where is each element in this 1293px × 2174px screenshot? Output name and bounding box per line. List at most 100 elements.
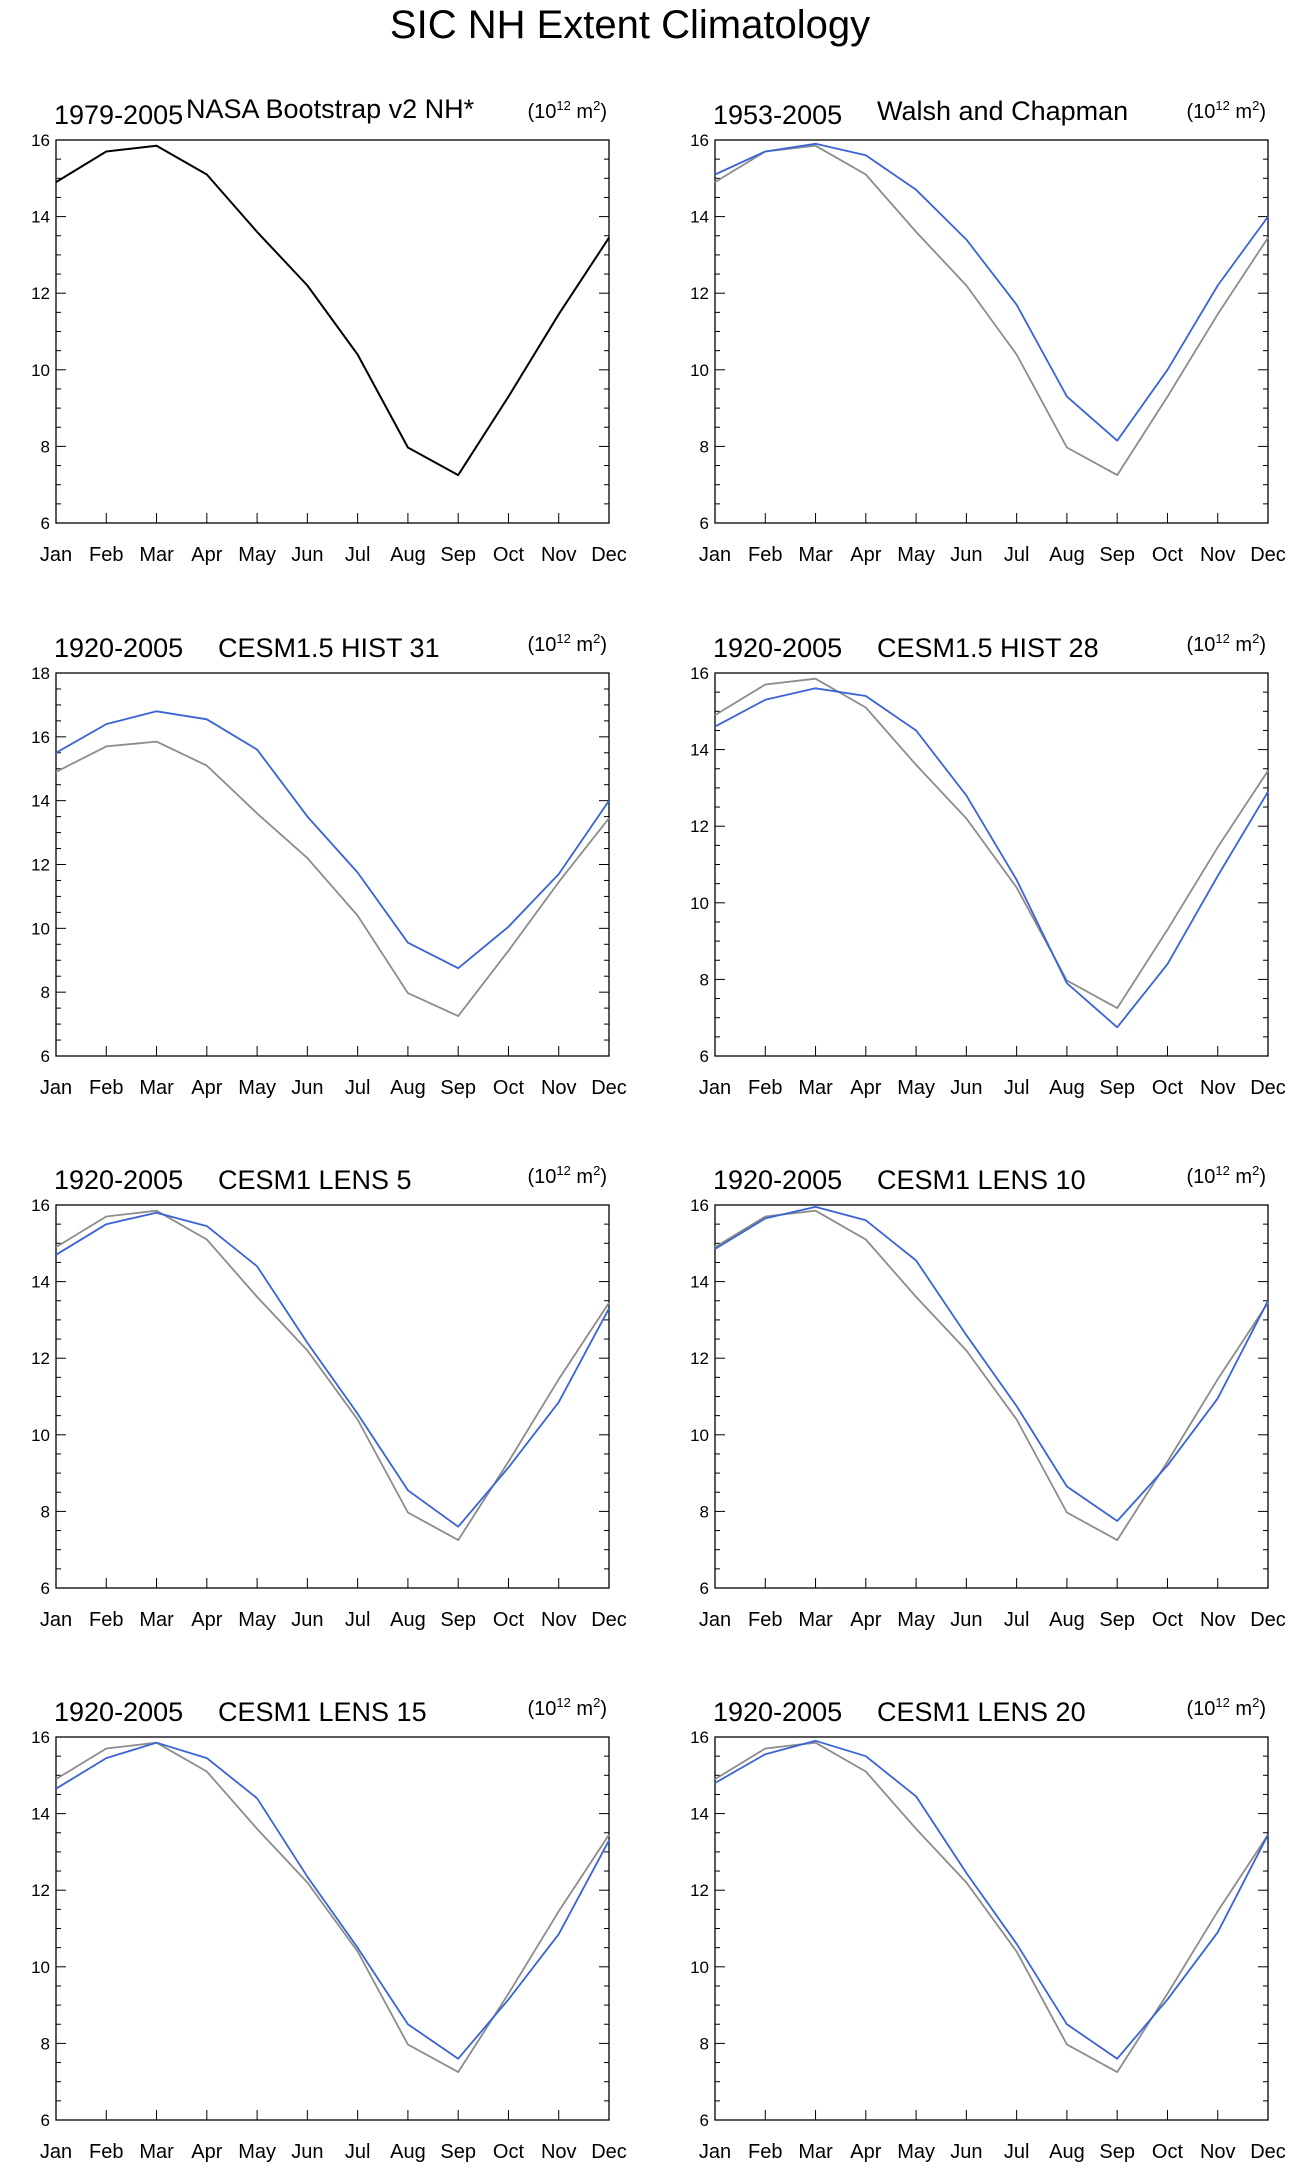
x-tick-label: Oct [1152,1609,1184,1631]
chart-panel-1: 6 8 10 12 14 16 Jan Feb Mar Apr May Jun Jul Aug Sep Oct… [31,94,627,566]
x-tick-label: Aug [390,2141,426,2163]
x-tick-label: Aug [390,1609,426,1631]
x-tick-label: Jan [699,544,731,566]
panel-period: 1920-2005 [713,1697,842,1727]
x-tick-label: Jul [1004,1609,1030,1631]
units-base: (10 [528,634,557,656]
x-tick-label: Jun [291,1609,323,1631]
units-close: ) [1259,1698,1266,1720]
units-unit: m [1230,634,1252,656]
x-tick-label: May [238,2141,276,2163]
y-tick-label: 14 [31,1805,50,1824]
x-tick-label: Dec [1250,544,1286,566]
y-tick-label: 8 [700,1502,709,1521]
units-exponent: 12 [556,631,570,646]
x-tick-label: May [238,1609,276,1631]
y-tick-label: 10 [690,894,709,913]
panel-period: 1920-2005 [54,633,183,663]
x-tick-label: Nov [541,1077,577,1099]
x-tick-label: Jan [40,1077,72,1099]
x-tick-label: Aug [1049,1077,1085,1099]
series-line-observed [714,144,1269,476]
x-tick-label: Apr [850,544,881,566]
plot-frame [55,672,610,1057]
x-tick-label: Dec [591,544,627,566]
x-tick-label: Sep [1099,2141,1135,2163]
units-close: ) [600,101,607,123]
plot-frame [714,672,1269,1057]
series-line-model [55,1741,610,2060]
y-tick-label: 14 [690,1805,709,1824]
x-tick-label: May [897,1077,935,1099]
y-tick-label: 8 [41,983,50,1002]
figure-title: SIC NH Extent Climatology [390,3,870,47]
units-square: 2 [593,1695,600,1710]
plot-frame [714,1736,1269,2121]
x-tick-label: Aug [390,1077,426,1099]
y-tick-label: 16 [31,728,50,747]
units-label: (1012 m2) [1187,1695,1267,1720]
y-tick-label: 10 [690,361,709,380]
x-tick-label: Sep [440,1077,476,1099]
x-tick-label: Oct [1152,2141,1184,2163]
x-tick-label: May [897,1609,935,1631]
units-base: (10 [1187,634,1216,656]
x-tick-label: Oct [1152,1077,1184,1099]
x-tick-label: Jul [1004,2141,1030,2163]
plot-frame [55,139,610,524]
x-tick-label: Jun [291,1077,323,1099]
y-tick-label: 14 [31,792,50,811]
panel-period: 1920-2005 [713,633,842,663]
x-tick-label: Nov [1200,544,1236,566]
x-tick-label: Dec [1250,2141,1286,2163]
x-tick-label: Jul [1004,1077,1030,1099]
units-base: (10 [528,1166,557,1188]
chart-panel-2: 6 8 10 12 14 16 Jan Feb Mar Apr May Jun Jul Aug Sep Oct… [690,96,1286,566]
panel-title: CESM1 LENS 20 [877,1697,1086,1727]
x-tick-label: Feb [748,1609,782,1631]
x-tick-label: Sep [1099,544,1135,566]
x-tick-label: Jan [699,1609,731,1631]
panel-title: Walsh and Chapman [877,96,1128,126]
units-label: (1012 m2) [528,1695,608,1720]
series-line-reference [55,144,610,477]
x-tick-label: Dec [1250,1077,1286,1099]
x-tick-label: Jan [699,1077,731,1099]
y-tick-label: 12 [690,817,709,836]
panel-period: 1953-2005 [713,100,842,130]
chart-panel-5: 6 8 10 12 14 16 Jan Feb Mar Apr May Jun Jul Aug Sep Oct… [31,1163,627,1631]
units-square: 2 [593,1163,600,1178]
y-tick-label: 16 [690,1728,709,1747]
x-tick-label: Feb [89,2141,123,2163]
x-tick-label: May [897,2141,935,2163]
panel-title: CESM1 LENS 15 [218,1697,427,1727]
x-tick-label: Mar [139,544,174,566]
y-tick-label: 14 [31,1273,50,1292]
units-label: (1012 m2) [528,1163,608,1188]
x-tick-label: Dec [591,1077,627,1099]
series-line-model [714,1739,1269,2060]
x-tick-label: Dec [591,1609,627,1631]
y-tick-label: 8 [700,2034,709,2053]
x-tick-label: Apr [191,1077,222,1099]
x-tick-label: Sep [1099,1077,1135,1099]
y-tick-label: 10 [690,1426,709,1445]
x-tick-label: Apr [191,1609,222,1631]
units-label: (1012 m2) [1187,631,1267,656]
x-tick-label: Jun [950,1077,982,1099]
units-base: (10 [1187,101,1216,123]
y-tick-label: 12 [690,1881,709,1900]
x-tick-label: Apr [850,1609,881,1631]
x-tick-label: Jul [345,2141,371,2163]
units-close: ) [600,1166,607,1188]
series-line-model [55,1211,610,1528]
y-tick-label: 8 [41,437,50,456]
y-tick-label: 10 [31,919,50,938]
y-tick-label: 6 [700,514,709,533]
y-tick-label: 12 [31,1349,50,1368]
x-tick-label: May [238,1077,276,1099]
x-tick-label: Nov [1200,1077,1236,1099]
x-tick-label: Aug [1049,2141,1085,2163]
chart-panel-6: 6 8 10 12 14 16 Jan Feb Mar Apr May Jun Jul Aug Sep Oct… [690,1163,1286,1631]
